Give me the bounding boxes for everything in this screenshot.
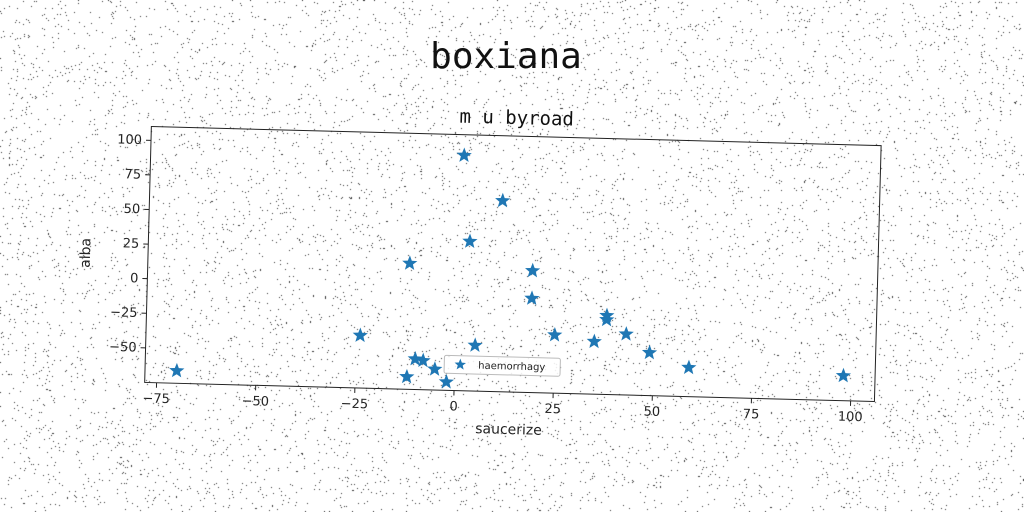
- x-tick-label: 75: [743, 407, 760, 422]
- x-tick-label: 0: [449, 399, 458, 414]
- data-point: [835, 367, 852, 383]
- data-point: [547, 327, 563, 342]
- legend-box: [443, 354, 561, 377]
- data-point: [438, 374, 454, 389]
- data-point: [402, 255, 418, 270]
- x-axis-label: saucerize: [475, 421, 542, 439]
- y-tick-label: 75: [124, 167, 141, 182]
- y-tick-label: 50: [123, 202, 140, 217]
- data-point: [462, 233, 478, 249]
- data-point: [427, 361, 443, 376]
- legend-label: haemorrhagy: [478, 361, 545, 374]
- data-point: [524, 290, 540, 306]
- y-tick-label: −25: [110, 305, 138, 321]
- data-point: [415, 352, 431, 368]
- data-point: [456, 147, 472, 163]
- data-point: [169, 362, 185, 378]
- data-point: [618, 326, 634, 341]
- data-point: [525, 262, 541, 278]
- x-tick-label: 100: [838, 410, 863, 426]
- data-point: [399, 368, 415, 384]
- legend: haemorrhagy: [443, 354, 561, 377]
- y-axis-label: alba: [78, 238, 95, 268]
- x-tick-label: 50: [643, 405, 660, 420]
- data-point: [641, 344, 658, 360]
- data-points: [169, 147, 852, 389]
- y-tick-label: 100: [117, 132, 142, 148]
- data-point: [599, 311, 615, 327]
- data-point: [352, 327, 368, 343]
- x-axis: −75 −50 −25 0 25 50 75 100: [142, 382, 863, 425]
- data-point: [495, 192, 511, 208]
- x-tick-label: −25: [341, 397, 369, 413]
- y-tick-label: −50: [109, 340, 137, 356]
- chart-title: m u byroad: [459, 106, 574, 131]
- y-axis: −50 −25 0 25 50 75 100: [109, 132, 152, 356]
- data-point: [467, 337, 483, 352]
- data-point: [407, 351, 423, 366]
- x-tick-label: 25: [544, 402, 561, 417]
- data-point: [681, 359, 697, 375]
- x-tick-label: −75: [142, 391, 170, 407]
- plot-frame: [144, 126, 882, 403]
- y-tick-label: 0: [130, 271, 139, 286]
- figure-title: boxiana: [430, 36, 582, 77]
- data-point: [586, 333, 602, 349]
- y-tick-label: 25: [123, 236, 140, 251]
- x-tick-label: −50: [241, 394, 269, 410]
- legend-marker: [454, 358, 466, 370]
